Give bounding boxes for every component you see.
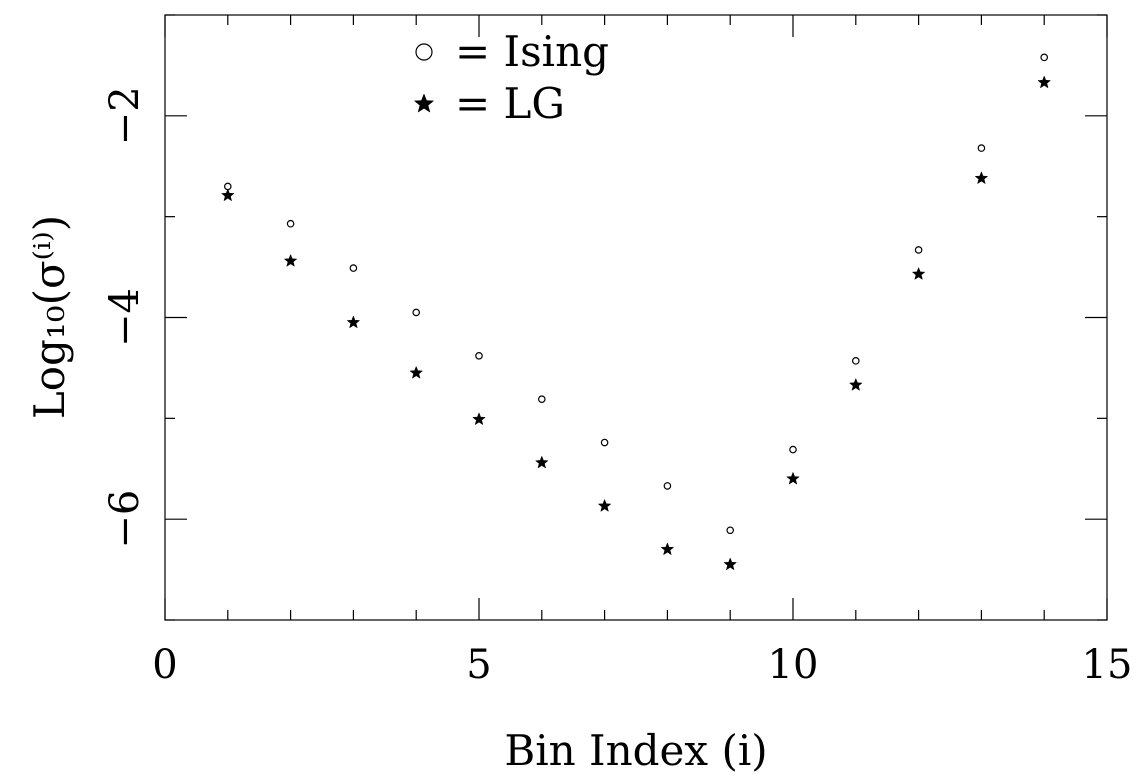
ising-point xyxy=(663,482,672,490)
legend-lg-label: = LG xyxy=(455,79,565,128)
x-tick-label: 0 xyxy=(152,642,177,688)
lg-point xyxy=(220,188,235,202)
lg-point xyxy=(848,377,863,391)
ising-point xyxy=(349,264,358,272)
lg-point xyxy=(597,498,612,512)
legend: = Ising = LG xyxy=(413,27,609,128)
x-tick-label: 15 xyxy=(1082,642,1133,688)
ising-point xyxy=(286,219,295,228)
ising-point xyxy=(851,357,860,365)
ising-point xyxy=(600,438,609,447)
lg-point xyxy=(1037,75,1052,89)
plot-frame xyxy=(164,14,1108,621)
lg-point xyxy=(409,365,424,379)
ising-point xyxy=(412,308,421,317)
lg-point xyxy=(911,266,926,280)
ising-point xyxy=(789,445,797,454)
lg-point xyxy=(534,455,549,469)
legend-ising-label: = Ising xyxy=(455,27,609,76)
y-axis-title: Log₁₀(σ⁽ⁱ⁾) xyxy=(25,215,74,419)
ising-point xyxy=(726,526,735,535)
ising-point xyxy=(537,395,546,403)
x-tick-label: 10 xyxy=(768,642,819,688)
lg-point xyxy=(786,471,800,485)
ising-point xyxy=(1040,53,1049,62)
ticks xyxy=(164,14,1108,621)
y-tick-label: −2 xyxy=(102,86,148,145)
x-tick-label: 5 xyxy=(466,642,491,688)
ising-point xyxy=(475,352,483,360)
lg-point xyxy=(723,557,738,571)
ising-point xyxy=(914,246,923,254)
lg-point xyxy=(660,542,675,556)
lg-point xyxy=(974,171,989,185)
y-tick-label: −4 xyxy=(102,288,148,347)
ising-point xyxy=(977,144,986,152)
lg-point xyxy=(346,315,361,329)
y-tick-label: −6 xyxy=(102,490,148,549)
data-points xyxy=(220,53,1052,571)
legend-lg-marker xyxy=(413,93,435,113)
lg-point xyxy=(283,253,298,267)
x-axis-title: Bin Index (i) xyxy=(504,726,767,775)
tick-labels: 0 5 10 15 −6 −4 −2 xyxy=(102,86,1132,688)
legend-ising-marker xyxy=(415,43,433,61)
lg-point xyxy=(472,412,486,426)
